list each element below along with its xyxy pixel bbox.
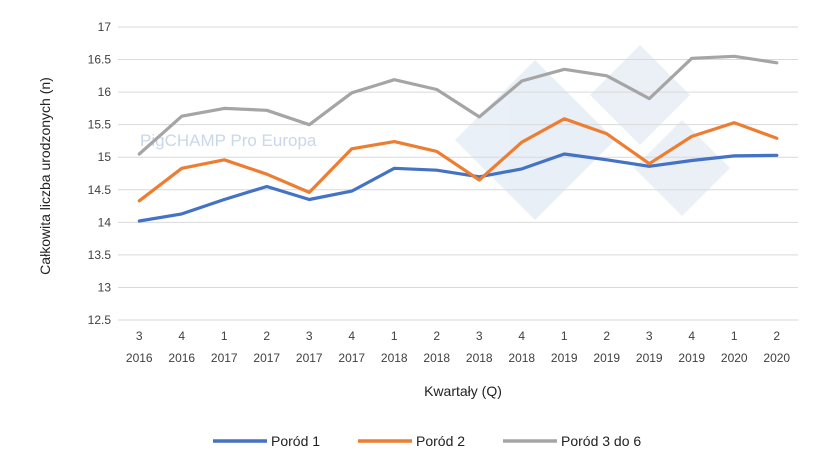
- x-tick-quarter: 4: [688, 329, 695, 343]
- x-tick-quarter: 2: [773, 329, 780, 343]
- x-tick-quarter: 2: [433, 329, 440, 343]
- y-tick-label: 16: [98, 85, 112, 99]
- x-tick-quarter: 4: [518, 329, 525, 343]
- x-tick-year: 2018: [508, 351, 535, 365]
- y-tick-label: 13: [98, 280, 112, 294]
- x-tick-quarter: 4: [178, 329, 185, 343]
- x-tick-year: 2016: [168, 351, 195, 365]
- x-tick-year: 2016: [126, 351, 153, 365]
- x-tick-year: 2020: [763, 351, 790, 365]
- legend-label-3: Poród 3 do 6: [561, 433, 641, 449]
- x-tick-quarter: 1: [731, 329, 738, 343]
- x-axis-title: Kwartały (Q): [424, 383, 502, 399]
- series-line-1: [137, 152, 779, 223]
- y-tick-label: 15.5: [88, 118, 112, 132]
- legend-label-2: Poród 2: [416, 433, 465, 449]
- x-tick-quarter: 3: [136, 329, 143, 343]
- watermark-text: PigCHAMP Pro Europa: [140, 131, 317, 150]
- y-axis-title: Całkowita liczba urodzonych (n): [37, 77, 53, 275]
- x-tick-quarter: 1: [221, 329, 228, 343]
- y-tick-label: 14: [98, 215, 112, 229]
- legend-label-1: Poród 1: [271, 433, 320, 449]
- y-tick-label: 12.5: [88, 313, 112, 327]
- gridlines: [118, 26, 798, 321]
- series-line-3: [137, 54, 779, 156]
- watermark-logo: [455, 45, 730, 220]
- x-tick-quarter: 3: [476, 329, 483, 343]
- x-tick-year: 2017: [211, 351, 238, 365]
- watermark-diamond-right-bottom: [634, 120, 730, 216]
- series-lines: [137, 54, 779, 223]
- watermark-diamond-left: [455, 60, 615, 220]
- x-tick-year: 2019: [593, 351, 620, 365]
- x-axis-ticks: 3 2016 4 2016 1 2017 2 2017 3 2017 4 2017 1 2018 2 2018…: [126, 329, 791, 365]
- x-tick-year: 2019: [678, 351, 705, 365]
- x-tick-quarter: 1: [561, 329, 568, 343]
- x-tick-year: 2018: [466, 351, 493, 365]
- x-tick-year: 2019: [551, 351, 578, 365]
- x-tick-quarter: 4: [348, 329, 355, 343]
- x-tick-quarter: 3: [306, 329, 313, 343]
- y-tick-label: 13.5: [88, 248, 112, 262]
- x-tick-year: 2017: [338, 351, 365, 365]
- series-line-2: [137, 117, 779, 203]
- y-tick-label: 14.5: [88, 183, 112, 197]
- y-axis-ticks: 12.5 13 13.5 14 14.5 15 15.5 16 16.5 17: [88, 20, 112, 327]
- x-tick-quarter: 2: [263, 329, 270, 343]
- y-tick-label: 17: [98, 20, 112, 34]
- legend: Poród 1 Poród 2 Poród 3 do 6: [213, 433, 641, 449]
- x-tick-year: 2017: [296, 351, 323, 365]
- x-tick-year: 2017: [253, 351, 280, 365]
- y-tick-label: 16.5: [88, 53, 112, 67]
- x-tick-quarter: 2: [603, 329, 610, 343]
- x-tick-year: 2018: [423, 351, 450, 365]
- x-tick-quarter: 1: [391, 329, 398, 343]
- y-tick-label: 15: [98, 150, 112, 164]
- x-tick-quarter: 3: [646, 329, 653, 343]
- x-tick-year: 2020: [721, 351, 748, 365]
- x-tick-year: 2019: [636, 351, 663, 365]
- x-tick-year: 2018: [381, 351, 408, 365]
